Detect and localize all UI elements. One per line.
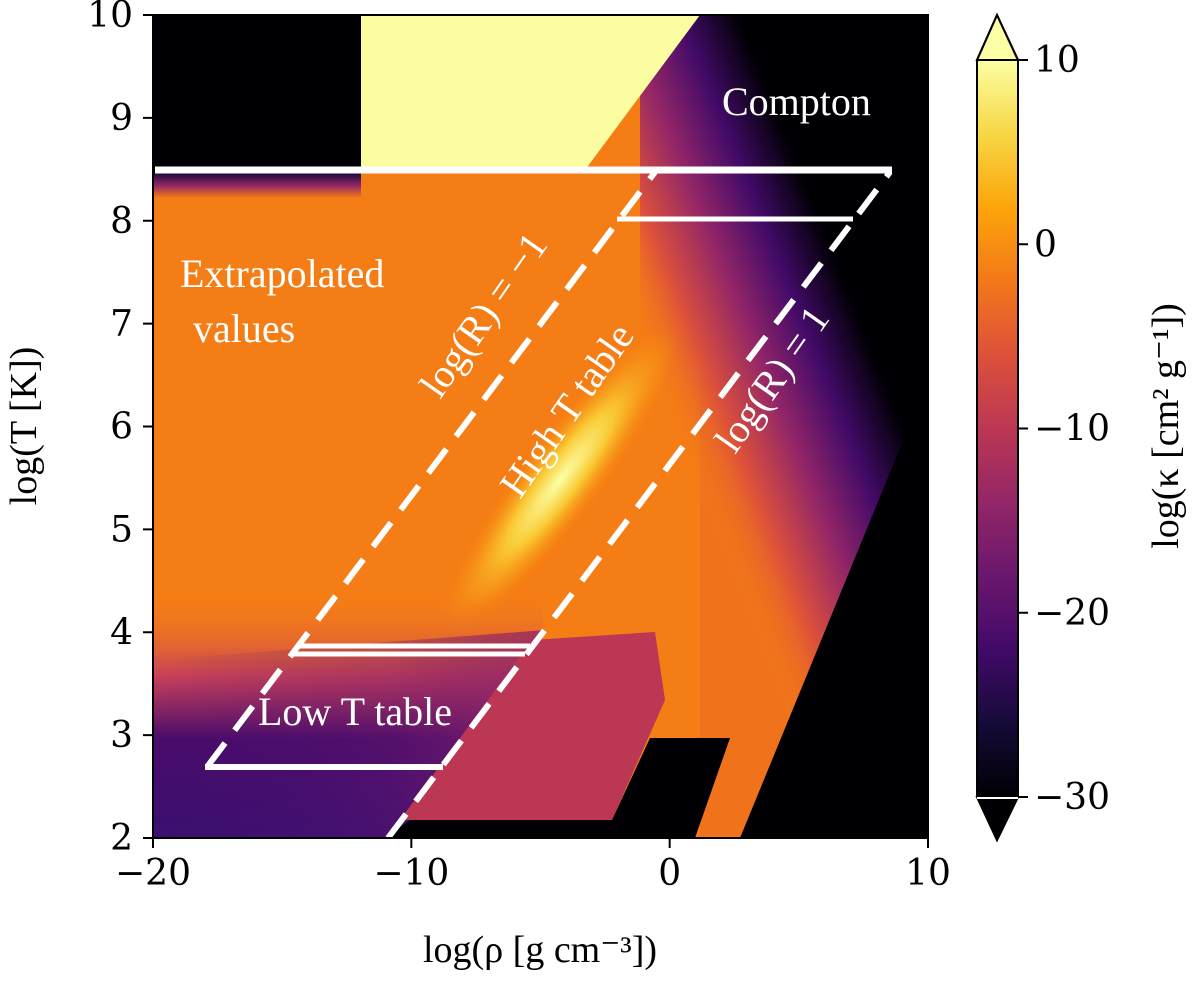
colorbar-gradient	[977, 60, 1018, 797]
heatmap-right-black-region	[740, 380, 928, 838]
y-tick-label: 9	[110, 98, 133, 139]
colorbar-tick-label: −30	[1034, 777, 1110, 818]
annotation-low-t-table: Low T table	[258, 689, 452, 734]
axes: −20 −10 0 10 2 3 4 5 6 7 8 9 10	[87, 0, 951, 894]
colorbar: 10 0 −10 −20 −30 log(κ [cm² g⁻¹])	[975, 12, 1187, 843]
y-tick-label: 5	[110, 509, 133, 550]
x-axis-label: log(ρ [g cm⁻³])	[423, 929, 657, 971]
colorbar-tick-label: 10	[1034, 40, 1080, 81]
annotation-extrapolated: Extrapolated	[180, 251, 384, 296]
colorbar-tick-label: −10	[1034, 409, 1110, 450]
y-tick-label: 3	[110, 715, 133, 756]
y-tick-label: 6	[110, 407, 133, 448]
colorbar-tick-label: 0	[1034, 224, 1057, 265]
y-tick-label: 8	[110, 201, 133, 242]
colorbar-ticks: 10 0 −10 −20 −30	[1018, 40, 1110, 818]
x-tick-label: −10	[373, 853, 449, 894]
annotation-values: values	[193, 306, 295, 351]
heatmap-pink-region	[400, 632, 665, 820]
x-tick-label: −20	[115, 853, 191, 894]
table-boundaries	[155, 166, 893, 840]
colorbar-extend-top	[975, 12, 1020, 61]
log-r-plus-1-line	[385, 170, 893, 840]
x-tick-label: 0	[658, 853, 681, 894]
heatmap-top-left-black-region	[153, 15, 361, 173]
colorbar-tick-label: −20	[1034, 593, 1110, 634]
y-tick-label: 10	[87, 0, 133, 36]
y-axis-label: log(T [K])	[3, 347, 45, 506]
annotation-compton: Compton	[722, 79, 871, 124]
heatmap-top-left-band	[153, 173, 361, 198]
y-tick-label: 2	[110, 818, 133, 859]
colorbar-extend-bottom	[975, 796, 1020, 843]
y-tick-label: 7	[110, 304, 133, 345]
colorbar-label: log(κ [cm² g⁻¹])	[1145, 303, 1187, 549]
heatmap-low-t-gradient	[153, 630, 545, 838]
log-r-minus-1-line	[204, 170, 658, 769]
heatmap-bottom-black-region	[385, 738, 730, 838]
heatmap-yellow-region	[361, 15, 700, 170]
x-tick-label: 10	[905, 853, 951, 894]
y-tick-label: 4	[110, 612, 133, 653]
heatmap-high-t-peak	[441, 326, 679, 634]
